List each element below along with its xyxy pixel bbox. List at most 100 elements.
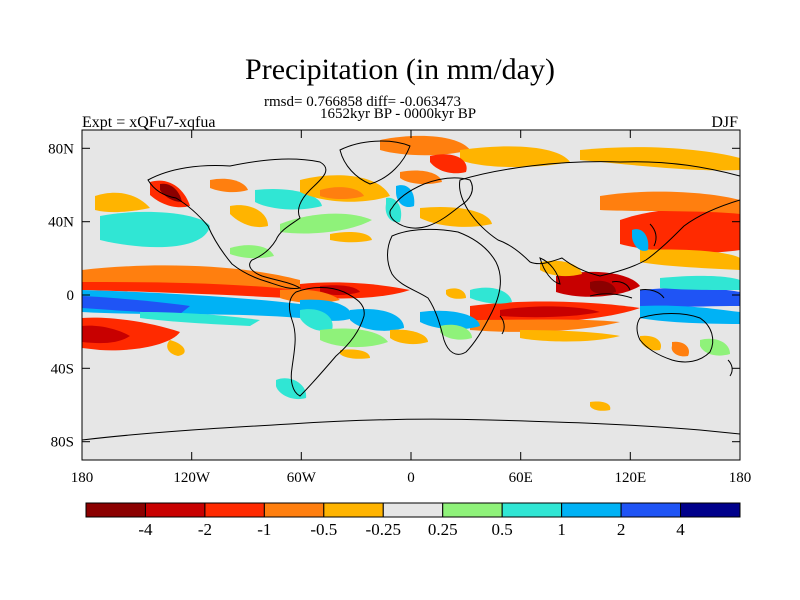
coast-north-america <box>147 158 327 289</box>
field-sa-cyan <box>300 309 333 332</box>
field-japan-blue <box>632 229 649 251</box>
field-maritime-darkred2 <box>590 280 616 295</box>
field-africa-blue <box>420 310 480 330</box>
season-label: DJF <box>711 114 738 131</box>
coast-madagascar <box>499 315 505 335</box>
lon-tick-label: 120W <box>173 470 211 486</box>
lon-axis: 180 120W 60W 0 60E 120E 180 <box>71 130 752 486</box>
colorbar-label: 0.25 <box>428 520 458 539</box>
field-n-pacific-darkred <box>160 183 182 202</box>
field-aus-orange2 <box>640 335 662 351</box>
colorbar-swatch <box>85 502 146 518</box>
field-s-ocean-orange <box>340 349 370 359</box>
lat-tick-label: 40N <box>48 215 74 231</box>
lat-tick-label: 40S <box>51 361 74 377</box>
lat-tick-label: 80S <box>51 435 74 451</box>
field-satl-blue <box>350 308 404 331</box>
field-aus-orange <box>671 341 690 357</box>
colorbar-label: -4 <box>138 520 153 539</box>
map-title: Precipitation (in mm/day) <box>245 53 555 86</box>
field-atlantic-green <box>280 213 372 234</box>
colorbar-swatch <box>561 502 622 518</box>
colorbar-swatch <box>680 502 741 518</box>
field-europe-blue <box>396 185 415 208</box>
coast-greenland <box>339 140 411 185</box>
field-norway-red <box>430 154 467 174</box>
colorbar: -4 -2 -1 -0.5 -0.25 0.25 0.5 1 2 4 <box>85 502 741 539</box>
field-europe-cyan <box>385 197 402 223</box>
field-satl-orange <box>390 329 428 345</box>
field-atlantic-red <box>320 187 364 199</box>
coast-australia <box>636 313 714 363</box>
field-indian-orange <box>470 319 620 332</box>
colorbar-swatch <box>382 502 444 518</box>
lon-tick-label: 0 <box>407 470 415 486</box>
colorbar-swatch <box>501 502 563 518</box>
colorbar-swatch <box>442 502 503 518</box>
field-arctic-orange <box>380 135 470 156</box>
field-wpac-cyan <box>660 275 740 290</box>
field-na-orange <box>230 205 268 228</box>
lon-tick-label: 60W <box>287 470 317 486</box>
field-indian-darkred <box>500 306 600 318</box>
field-nw-pacific-orange2 <box>640 249 740 270</box>
lon-tick-label: 180 <box>71 470 94 486</box>
precip-fields <box>82 135 740 411</box>
field-s-ocean-orange2 <box>590 401 611 411</box>
colorbar-label: 4 <box>676 520 685 539</box>
field-gulf-green <box>230 245 274 259</box>
field-atlantic-orange2 <box>330 232 372 243</box>
lat-axis: 80N 40N 0 40S 80S <box>48 141 740 451</box>
lon-tick-label: 120E <box>614 470 646 486</box>
coast-europe <box>389 177 473 229</box>
coast-south-america <box>288 287 365 397</box>
coast-japan <box>649 223 657 247</box>
coast-antarctica <box>82 418 740 441</box>
field-eq-pacific-darkblue <box>82 296 190 314</box>
lon-tick-label: 60E <box>509 470 533 486</box>
colorbar-swatch <box>204 502 265 518</box>
field-siberia-orange <box>580 147 740 171</box>
colorbar-label: 2 <box>617 520 626 539</box>
field-samerica-south-cyan <box>276 378 307 400</box>
field-satl-green <box>320 328 388 348</box>
field-indian-orange2 <box>520 330 620 342</box>
experiment-label: Expt = xQFu7-xqfua <box>82 114 216 131</box>
colorbar-swatch <box>144 502 206 518</box>
field-n-pacific-orange <box>95 192 150 213</box>
field-africa-orange <box>446 288 466 299</box>
colorbar-label: -0.25 <box>366 520 401 539</box>
colorbar-label: 1 <box>557 520 566 539</box>
rmsd-diff-stats: rmsd= 0.766858 diff= -0.063473 <box>264 94 462 110</box>
colorbar-swatch <box>323 502 384 518</box>
colorbar-label: 0.5 <box>492 520 513 539</box>
map-plot-area <box>82 130 740 460</box>
coast-new-zealand <box>727 359 733 377</box>
field-eq-pacific-orange <box>82 265 300 290</box>
field-nw-pacific-orange <box>600 191 740 214</box>
field-satl-green2 <box>440 324 472 340</box>
coast-asia <box>459 161 740 277</box>
field-eq-pacific-cyan <box>140 312 260 326</box>
lat-tick-label: 80N <box>48 141 74 157</box>
coast-se-asia-islands <box>589 281 665 299</box>
colorbar-label: -1 <box>257 520 271 539</box>
colorbar-label: -2 <box>198 520 212 539</box>
coast-india <box>539 257 561 285</box>
coast-africa <box>387 228 501 355</box>
field-alaska-orange <box>210 178 248 193</box>
colorbar-swatch <box>263 502 325 518</box>
field-s-pacific-orange <box>167 340 185 356</box>
field-iceland-orange <box>400 170 442 185</box>
time-period: 1652kyr BP - 0000kyr BP <box>320 106 477 122</box>
field-n-pacific-cyan <box>100 211 210 248</box>
field-arctic-orange2 <box>460 146 570 168</box>
colorbar-swatch <box>620 502 682 518</box>
lat-tick-label: 0 <box>67 288 75 304</box>
coastlines <box>82 140 740 441</box>
lon-tick-label: 180 <box>729 470 752 486</box>
field-africa-cyan <box>470 287 512 304</box>
field-wpac-blue <box>640 287 740 307</box>
field-aus-green <box>700 338 730 356</box>
